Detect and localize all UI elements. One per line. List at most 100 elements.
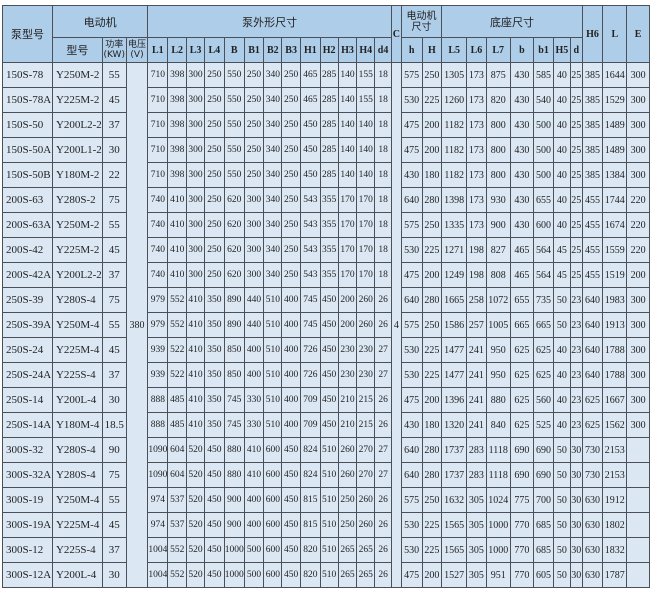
dim-cell: 30 — [569, 562, 583, 588]
pump-model-cell: 250S-14A — [2, 412, 53, 438]
pump-dim-cell: 265 — [337, 537, 358, 563]
dim-cell: 241 — [466, 337, 487, 363]
dim-cell: 1271 — [441, 237, 468, 263]
pump-dim-cell: 820 — [300, 537, 321, 563]
dim-cell: 220 — [626, 212, 650, 238]
dim-cell: 50 — [552, 512, 571, 538]
pump-dim-cell: 285 — [319, 62, 339, 88]
pump-dim-cell: 340 — [263, 112, 283, 138]
dim-cell: 640 — [581, 287, 604, 313]
dim-cell: 50 — [552, 487, 571, 513]
pump-dim-cell: 400 — [243, 512, 265, 538]
dim-cell: 300 — [626, 137, 650, 163]
dim-cell: 200 — [421, 387, 443, 413]
pump-dim-cell: 340 — [263, 162, 283, 188]
pump-dim-cell: 440 — [243, 287, 265, 313]
pump-model-cell: 300S-32A — [2, 462, 53, 488]
table-row: 300S-19A Y225M-4 45 974 537 520 450 900 400 600 45… — [2, 512, 650, 538]
pump-dim-cell: 250 — [281, 162, 302, 188]
dim-cell: 1527 — [441, 562, 468, 588]
dim-cell: 283 — [466, 462, 487, 488]
pump-dim-cell: 880 — [223, 437, 245, 463]
dim-cell: 25 — [569, 212, 583, 238]
pump-model-cell: 250S-24A — [2, 362, 53, 388]
pump-dim-cell: 398 — [167, 112, 188, 138]
dim-cell: 300 — [626, 412, 650, 438]
dim-cell: 665 — [533, 312, 554, 338]
pump-dim-cell: 355 — [319, 262, 339, 288]
dim-cell: 820 — [485, 87, 511, 113]
pump-dim-cell: 230 — [356, 337, 376, 363]
pump-dim-cell: 740 — [147, 212, 169, 238]
dim-cell: 200 — [421, 112, 443, 138]
dim-cell: 465 — [509, 237, 535, 263]
dim-cell: 530 — [400, 512, 423, 538]
header-col-b1: b1 — [533, 37, 554, 63]
dim-cell: 430 — [400, 412, 423, 438]
pump-dim-cell: 410 — [186, 362, 205, 388]
dim-cell: 25 — [569, 112, 583, 138]
header-col-l7: L7 — [485, 37, 511, 63]
pump-dim-cell: 270 — [356, 437, 376, 463]
pump-dim-cell: 170 — [337, 237, 358, 263]
pump-dim-cell: 260 — [337, 462, 358, 488]
pump-dim-cell: 340 — [263, 212, 283, 238]
pump-dim-cell: 300 — [186, 87, 205, 113]
pump-dim-cell: 510 — [319, 562, 339, 588]
pump-dim-cell: 340 — [263, 187, 283, 213]
pump-dim-cell: 285 — [319, 137, 339, 163]
pump-dim-cell: 1000 — [223, 537, 245, 563]
motor-model-cell: Y280S-4 — [51, 462, 103, 488]
table-row: 200S-63A Y250M-2 55 740 410 300 250 620 300 340 25… — [2, 212, 650, 238]
power-cell: 55 — [101, 312, 127, 338]
dim-cell: 455 — [581, 187, 604, 213]
pump-dim-cell: 745 — [223, 412, 245, 438]
header-col-b3: B3 — [281, 37, 302, 63]
pump-dim-cell: 265 — [337, 562, 358, 588]
power-cell: 90 — [101, 437, 127, 463]
pump-dim-cell: 170 — [337, 262, 358, 288]
pump-dim-cell: 400 — [243, 337, 265, 363]
dim-cell: 585 — [533, 62, 554, 88]
dim-cell: 23 — [569, 387, 583, 413]
pump-dim-cell: 250 — [243, 137, 265, 163]
pump-model-cell: 150S-50 — [2, 112, 53, 138]
motor-model-cell: Y250M-2 — [51, 62, 103, 88]
pump-dim-cell: 450 — [203, 512, 225, 538]
dim-cell: 800 — [485, 137, 511, 163]
dim-cell: 1489 — [602, 137, 628, 163]
power-cell: 45 — [101, 87, 127, 113]
dim-cell: 1586 — [441, 312, 468, 338]
dim-cell: 50 — [552, 437, 571, 463]
pump-dim-cell: 26 — [374, 312, 392, 338]
dim-cell: 1305 — [441, 62, 468, 88]
dim-cell: 475 — [400, 562, 423, 588]
dim-cell: 50 — [552, 312, 571, 338]
header-power: 功率(KW) — [101, 37, 127, 63]
pump-dim-cell: 450 — [281, 562, 302, 588]
power-cell: 55 — [101, 487, 127, 513]
pump-dim-cell: 510 — [319, 437, 339, 463]
pump-dim-cell: 745 — [223, 387, 245, 413]
dim-cell: 1182 — [441, 162, 468, 188]
pump-dim-cell: 140 — [356, 162, 376, 188]
dim-cell: 198 — [466, 262, 487, 288]
dim-cell: 25 — [569, 137, 583, 163]
dim-cell: 280 — [421, 287, 443, 313]
pump-dim-cell: 850 — [223, 337, 245, 363]
pump-dim-cell: 27 — [374, 462, 392, 488]
pump-dim-cell: 250 — [203, 87, 225, 113]
dim-cell: 1320 — [441, 412, 468, 438]
pump-dim-cell: 400 — [243, 487, 265, 513]
dim-cell: 23 — [569, 362, 583, 388]
dim-cell: 300 — [626, 162, 650, 188]
dim-cell: 625 — [509, 387, 535, 413]
dim-cell: 30 — [569, 512, 583, 538]
dim-cell: 1000 — [485, 512, 511, 538]
pump-dim-cell: 26 — [374, 487, 392, 513]
pump-dim-cell: 18 — [374, 87, 392, 113]
dim-cell: 305 — [466, 537, 487, 563]
pump-dim-cell: 1004 — [147, 562, 169, 588]
dim-cell: 241 — [466, 412, 487, 438]
pump-dim-cell: 522 — [167, 337, 188, 363]
